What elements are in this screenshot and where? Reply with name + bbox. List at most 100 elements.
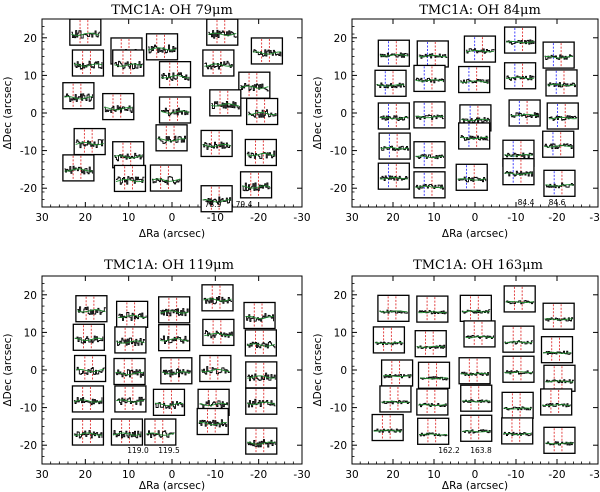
continuum-fit: [547, 83, 576, 87]
y-tick-label: -10: [20, 403, 37, 415]
spectrum-trace: [73, 397, 103, 406]
spaxel: [245, 427, 278, 455]
spaxel: [102, 92, 135, 121]
continuum-fit: [246, 343, 275, 347]
spaxel: [543, 426, 576, 454]
spectrum-trace: [545, 441, 574, 446]
panel-oh-79: TMC1A: OH 79μm 30 20 10 0 -10 -20 -30 -20 -10 0 10…: [2, 3, 311, 240]
spaxel: [378, 132, 411, 160]
spaxel: [460, 384, 493, 412]
marker-label-2: 119.5: [158, 446, 180, 455]
spaxel-frame: [458, 357, 491, 385]
x-tick-label: -30: [293, 469, 310, 481]
x-tick-label: -20: [548, 469, 565, 481]
y-tick-label: 0: [30, 108, 37, 120]
continuum-fit: [418, 404, 447, 407]
x-tick-label: -30: [293, 212, 310, 224]
y-tick-label: 20: [24, 290, 37, 302]
spaxel: [542, 41, 575, 69]
continuum-fit: [548, 116, 577, 120]
marker-label-1: 162.2: [438, 446, 460, 455]
spectrum-trace: [115, 369, 144, 378]
continuum-fit: [114, 155, 143, 159]
spaxel-frame: [416, 295, 449, 323]
spaxel: [455, 163, 488, 191]
spectrum-trace: [73, 60, 103, 70]
continuum-fit: [505, 301, 534, 304]
x-tick-label: -10: [507, 469, 524, 481]
spaxel: [463, 35, 497, 63]
continuum-fit: [419, 433, 448, 436]
spectrum-trace: [504, 370, 533, 375]
spaxel: [206, 18, 239, 46]
continuum-fit: [418, 311, 447, 314]
y-tick-label: -10: [330, 403, 347, 415]
continuum-fit: [104, 107, 133, 111]
spaxel: [374, 69, 407, 97]
spaxel: [459, 294, 492, 322]
continuum-fit: [504, 341, 533, 344]
continuum-fit: [76, 368, 105, 373]
continuum-fit: [73, 432, 102, 436]
spaxel: [372, 326, 406, 354]
continuum-fit: [160, 110, 190, 114]
continuum-fit: [115, 371, 144, 376]
panel-title: TMC1A: OH 79μm: [111, 3, 233, 18]
y-axis-label: ΔDec (arcsec): [2, 333, 14, 406]
y-tick-label: -20: [330, 440, 347, 452]
spectrum-trace: [246, 150, 276, 159]
continuum-fit: [203, 298, 232, 302]
spaxel: [413, 141, 446, 169]
spectrum-trace: [115, 176, 145, 185]
continuum-fit: [147, 47, 177, 51]
continuum-fit: [465, 336, 494, 339]
x-tick-label: 10: [122, 212, 135, 224]
continuum-fit: [545, 184, 574, 187]
marker-label-2: 84.6: [549, 198, 566, 207]
spaxel: [158, 296, 191, 324]
continuum-fit: [383, 375, 412, 378]
x-tick-label: 10: [427, 469, 440, 481]
spectrum-trace: [379, 115, 409, 121]
spaxel: [196, 407, 229, 436]
spaxel-frame: [501, 391, 534, 419]
y-tick-label: 10: [24, 327, 37, 339]
spaxel-frame: [149, 164, 183, 192]
spaxel: [245, 97, 279, 126]
continuum-fit: [160, 338, 189, 342]
continuum-fit: [415, 155, 444, 159]
spaxel: [115, 300, 149, 329]
spaxel-frame: [416, 388, 449, 416]
x-tick-label: -20: [548, 212, 565, 224]
continuum-fit: [506, 76, 535, 80]
spectrum-trace: [465, 48, 495, 54]
spectrum-trace: [248, 109, 277, 118]
spectrum-trace: [548, 115, 578, 121]
spaxel: [149, 164, 183, 192]
x-tick-label: 0: [472, 469, 479, 481]
continuum-fit: [542, 404, 571, 407]
continuum-fit: [415, 185, 444, 189]
spaxel-frame: [540, 388, 573, 416]
spaxel: [238, 71, 271, 99]
spectrum-trace: [161, 107, 190, 117]
continuum-fit: [545, 380, 574, 383]
spectrum-trace: [415, 154, 444, 160]
spaxel-frame: [546, 102, 579, 130]
spaxel: [501, 417, 534, 445]
continuum-fit: [379, 177, 408, 180]
spectrum-trace: [148, 44, 177, 54]
continuum-fit: [460, 372, 489, 375]
spaxel-grid: [371, 285, 576, 454]
spectrum-trace: [198, 419, 228, 428]
continuum-fit: [208, 32, 237, 36]
spaxel: [72, 323, 105, 351]
continuum-fit: [504, 371, 533, 374]
spaxel: [413, 171, 446, 199]
spaxel-frame: [463, 320, 496, 348]
spaxel: [458, 65, 491, 94]
spaxel-frame: [460, 414, 493, 442]
continuum-fit: [115, 178, 145, 183]
spaxel: [416, 388, 449, 416]
spaxel-frame: [543, 426, 576, 454]
